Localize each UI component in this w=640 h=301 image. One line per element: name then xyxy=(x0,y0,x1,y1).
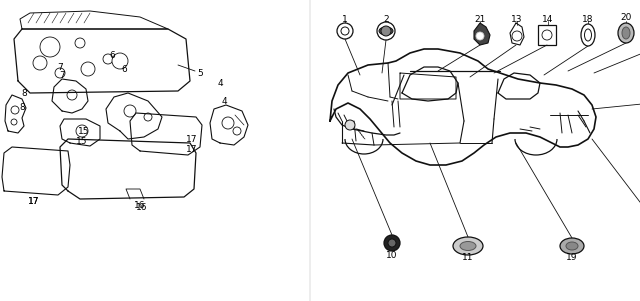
Text: 8: 8 xyxy=(21,88,27,98)
Circle shape xyxy=(337,23,353,39)
Text: 15: 15 xyxy=(78,126,90,135)
Text: 21: 21 xyxy=(474,14,486,23)
Circle shape xyxy=(476,32,484,40)
Circle shape xyxy=(103,54,113,64)
Circle shape xyxy=(124,105,136,117)
Circle shape xyxy=(75,38,85,48)
Text: 20: 20 xyxy=(620,14,632,23)
Text: 10: 10 xyxy=(387,250,397,259)
Circle shape xyxy=(345,120,355,130)
Text: 6: 6 xyxy=(121,64,127,73)
Text: 13: 13 xyxy=(511,14,523,23)
Bar xyxy=(538,25,556,45)
Circle shape xyxy=(144,113,152,121)
Circle shape xyxy=(55,68,65,78)
Text: 7: 7 xyxy=(59,70,65,79)
Ellipse shape xyxy=(622,27,630,39)
Circle shape xyxy=(377,22,395,40)
Text: 16: 16 xyxy=(136,203,148,212)
Circle shape xyxy=(40,37,60,57)
Ellipse shape xyxy=(584,29,591,41)
Ellipse shape xyxy=(379,27,393,35)
Text: 14: 14 xyxy=(542,14,554,23)
Ellipse shape xyxy=(618,23,634,43)
Circle shape xyxy=(341,27,349,35)
Ellipse shape xyxy=(581,24,595,46)
Text: 4: 4 xyxy=(221,97,227,105)
Text: 11: 11 xyxy=(462,253,474,262)
Circle shape xyxy=(11,119,17,125)
Ellipse shape xyxy=(566,242,578,250)
Text: 8: 8 xyxy=(19,103,25,111)
Circle shape xyxy=(222,117,234,129)
Text: 1: 1 xyxy=(342,14,348,23)
Circle shape xyxy=(11,106,19,114)
Text: 17: 17 xyxy=(28,197,40,206)
Circle shape xyxy=(388,239,396,247)
Ellipse shape xyxy=(453,237,483,255)
Text: 5: 5 xyxy=(197,69,203,77)
Text: 16: 16 xyxy=(134,200,146,209)
Circle shape xyxy=(33,56,47,70)
Text: 15: 15 xyxy=(76,136,88,145)
Circle shape xyxy=(381,26,391,36)
Text: 6: 6 xyxy=(109,51,115,60)
Circle shape xyxy=(112,53,128,69)
Circle shape xyxy=(76,125,88,137)
Circle shape xyxy=(542,30,552,40)
Circle shape xyxy=(81,62,95,76)
Text: 17: 17 xyxy=(28,197,40,206)
Circle shape xyxy=(233,127,241,135)
Circle shape xyxy=(67,90,77,100)
Ellipse shape xyxy=(560,238,584,254)
Text: 17: 17 xyxy=(186,144,198,154)
Text: 18: 18 xyxy=(582,14,594,23)
Text: 2: 2 xyxy=(383,14,389,23)
Polygon shape xyxy=(474,23,490,45)
Text: 7: 7 xyxy=(57,63,63,72)
Circle shape xyxy=(384,235,400,251)
Text: 19: 19 xyxy=(566,253,578,262)
Text: 4: 4 xyxy=(217,79,223,88)
Text: 17: 17 xyxy=(186,135,198,144)
Circle shape xyxy=(512,31,522,41)
Ellipse shape xyxy=(460,241,476,250)
